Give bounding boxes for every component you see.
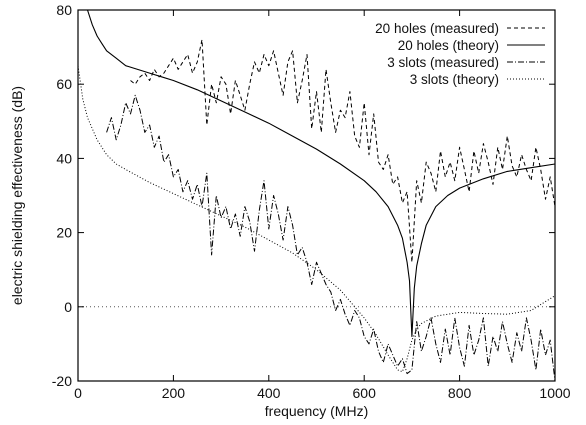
x-tick-label: 0	[74, 385, 82, 401]
y-tick-label: 0	[64, 299, 72, 315]
x-axis-label: frequency (MHz)	[265, 403, 368, 419]
y-tick-label: 40	[56, 150, 72, 166]
legend-label-2: 20 holes (theory)	[398, 38, 499, 53]
series-line-3	[106, 94, 556, 382]
y-tick-label: 20	[56, 225, 72, 241]
x-tick-label: 1000	[539, 385, 570, 401]
legend-label-3: 3 slots (measured)	[387, 55, 499, 70]
y-tick-label: 60	[56, 76, 72, 92]
series-line-4	[77, 65, 556, 373]
legend-label-4: 3 slots (theory)	[410, 72, 499, 87]
legend-label-1: 20 holes (measured)	[375, 21, 499, 36]
y-axis-label: electric shielding effectiveness (dB)	[9, 86, 25, 305]
plot-frame	[77, 9, 556, 382]
y-tick-label: 80	[56, 2, 72, 18]
x-tick-label: 400	[257, 385, 281, 401]
series-line-2	[86, 9, 556, 338]
y-tick-label: -20	[52, 373, 72, 389]
x-tick-label: 600	[353, 385, 377, 401]
x-tick-label: 200	[162, 385, 186, 401]
x-tick-label: 800	[448, 385, 472, 401]
series-line-1	[130, 39, 556, 263]
